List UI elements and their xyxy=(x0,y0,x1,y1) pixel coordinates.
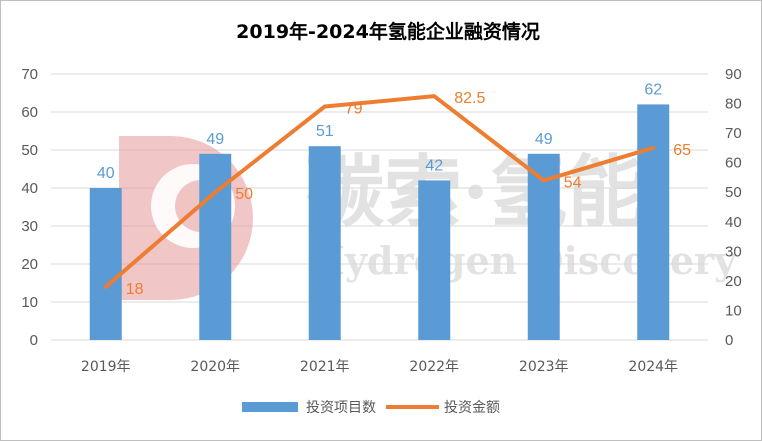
left-axis: 0 10 20 30 40 50 60 70 xyxy=(21,66,38,349)
y-right-tick-label: 70 xyxy=(725,125,742,142)
line-path xyxy=(103,94,656,289)
line-point xyxy=(324,106,326,108)
line-series xyxy=(103,94,656,289)
line-point xyxy=(543,179,545,181)
y-right-tick-label: 30 xyxy=(725,243,742,260)
line-value-label: 50 xyxy=(235,186,253,203)
y-right-tick-label: 10 xyxy=(725,302,742,319)
bar-value-label: 42 xyxy=(425,157,443,174)
y-left-tick-label: 20 xyxy=(21,256,38,273)
line-point xyxy=(652,147,654,149)
data-labels: 40 49 51 42 49 62 18 50 79 82.5 54 65 xyxy=(97,81,691,297)
line-value-label: 54 xyxy=(564,174,582,191)
legend-line-label: 投资金额 xyxy=(444,400,500,416)
y-right-tick-label: 50 xyxy=(725,184,742,201)
x-tick-label: 2019年 xyxy=(81,359,131,375)
bar-value-label: 49 xyxy=(535,131,553,148)
bar-value-label: 49 xyxy=(206,131,224,148)
y-right-tick-label: 60 xyxy=(725,155,742,172)
watermark-en: Hydrogen Discovery xyxy=(309,238,737,283)
y-left-tick-label: 70 xyxy=(21,66,38,83)
y-right-tick-label: 90 xyxy=(725,66,742,83)
y-right-tick-label: 80 xyxy=(725,96,742,113)
y-left-tick-label: 50 xyxy=(21,142,38,159)
bar-series xyxy=(89,104,670,341)
y-left-tick-label: 60 xyxy=(21,104,38,121)
legend-bar-label: 投资项目数 xyxy=(306,400,376,416)
x-tick-label: 2023年 xyxy=(519,359,569,375)
x-tick-label: 2024年 xyxy=(628,359,678,375)
bar xyxy=(418,180,451,340)
x-tick-label: 2020年 xyxy=(190,359,240,375)
line-value-label: 65 xyxy=(673,142,691,159)
bar xyxy=(308,146,341,340)
line-value-label: 18 xyxy=(126,281,144,298)
bar xyxy=(89,188,122,340)
y-right-tick-label: 20 xyxy=(725,273,742,290)
line-value-label: 79 xyxy=(345,101,363,118)
right-axis: 0 10 20 30 40 50 60 70 80 90 xyxy=(725,66,742,349)
chart-title: 2019年-2024年氢能企业融资情况 xyxy=(236,20,540,43)
y-right-tick-label: 0 xyxy=(725,332,733,349)
bar xyxy=(527,153,560,340)
bar-value-label: 40 xyxy=(97,165,115,182)
x-tick-label: 2021年 xyxy=(300,359,350,375)
bar xyxy=(637,104,670,341)
bar-value-label: 62 xyxy=(644,81,662,98)
y-left-tick-label: 30 xyxy=(21,218,38,235)
y-left-tick-label: 40 xyxy=(21,180,38,197)
y-right-tick-label: 40 xyxy=(725,214,742,231)
line-point xyxy=(214,191,216,193)
bar-value-label: 51 xyxy=(316,123,334,140)
y-left-tick-label: 10 xyxy=(21,294,38,311)
legend-bar-swatch xyxy=(242,402,298,412)
line-point xyxy=(105,286,107,288)
line-point xyxy=(433,95,435,97)
line-value-label: 82.5 xyxy=(454,90,485,107)
watermark-cn: 碳索·氢能 xyxy=(306,147,645,238)
legend: 投资项目数 投资金额 xyxy=(242,400,500,416)
x-axis: 2019年 2020年 2021年 2022年 2023年 2024年 xyxy=(81,359,678,375)
y-left-tick-label: 0 xyxy=(30,332,38,349)
x-tick-label: 2022年 xyxy=(409,359,459,375)
